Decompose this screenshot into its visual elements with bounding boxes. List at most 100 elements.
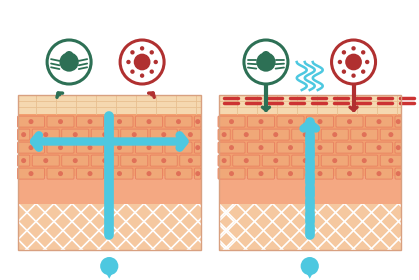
FancyBboxPatch shape	[277, 168, 304, 179]
Circle shape	[352, 46, 356, 51]
FancyBboxPatch shape	[351, 129, 378, 140]
FancyBboxPatch shape	[307, 168, 334, 179]
FancyBboxPatch shape	[395, 168, 401, 179]
Circle shape	[195, 171, 200, 176]
FancyBboxPatch shape	[62, 129, 89, 140]
FancyBboxPatch shape	[91, 129, 118, 140]
Polygon shape	[103, 267, 116, 279]
Circle shape	[117, 145, 122, 150]
Circle shape	[21, 132, 26, 137]
FancyBboxPatch shape	[18, 168, 44, 179]
Circle shape	[229, 119, 234, 124]
Circle shape	[288, 119, 293, 124]
FancyBboxPatch shape	[248, 168, 274, 179]
FancyBboxPatch shape	[262, 155, 289, 166]
Circle shape	[65, 51, 73, 60]
FancyBboxPatch shape	[292, 155, 319, 166]
FancyBboxPatch shape	[32, 129, 59, 140]
Circle shape	[132, 132, 137, 137]
FancyBboxPatch shape	[218, 142, 245, 153]
FancyBboxPatch shape	[106, 116, 133, 127]
FancyBboxPatch shape	[248, 116, 274, 127]
FancyBboxPatch shape	[32, 155, 59, 166]
FancyBboxPatch shape	[165, 168, 192, 179]
Circle shape	[342, 69, 346, 74]
Circle shape	[222, 132, 227, 137]
FancyBboxPatch shape	[47, 168, 74, 179]
FancyBboxPatch shape	[365, 116, 393, 127]
Circle shape	[396, 171, 401, 176]
Circle shape	[73, 132, 78, 137]
Circle shape	[377, 171, 382, 176]
Circle shape	[345, 54, 362, 70]
Circle shape	[331, 40, 375, 84]
FancyBboxPatch shape	[106, 168, 133, 179]
Circle shape	[88, 119, 93, 124]
Circle shape	[229, 145, 234, 150]
FancyBboxPatch shape	[77, 116, 103, 127]
FancyBboxPatch shape	[62, 155, 89, 166]
FancyBboxPatch shape	[194, 116, 201, 127]
Circle shape	[244, 40, 288, 84]
Circle shape	[153, 60, 158, 64]
Circle shape	[347, 119, 352, 124]
Circle shape	[347, 171, 352, 176]
Circle shape	[102, 158, 107, 163]
Circle shape	[347, 145, 352, 150]
Circle shape	[195, 145, 200, 150]
FancyBboxPatch shape	[18, 116, 44, 127]
Circle shape	[229, 171, 234, 176]
Circle shape	[273, 158, 278, 163]
FancyBboxPatch shape	[150, 129, 177, 140]
Circle shape	[150, 50, 154, 55]
Bar	[218, 95, 401, 114]
Circle shape	[100, 257, 118, 275]
FancyBboxPatch shape	[218, 129, 230, 140]
Bar	[18, 176, 201, 204]
Circle shape	[377, 119, 382, 124]
Bar	[218, 95, 401, 250]
FancyBboxPatch shape	[365, 142, 393, 153]
FancyBboxPatch shape	[321, 129, 348, 140]
Circle shape	[361, 50, 365, 55]
Circle shape	[388, 158, 393, 163]
FancyBboxPatch shape	[135, 116, 163, 127]
FancyBboxPatch shape	[321, 155, 348, 166]
Circle shape	[318, 119, 323, 124]
FancyBboxPatch shape	[395, 116, 401, 127]
Circle shape	[352, 73, 356, 78]
Circle shape	[43, 132, 48, 137]
FancyBboxPatch shape	[218, 155, 230, 166]
FancyBboxPatch shape	[277, 142, 304, 153]
Circle shape	[161, 158, 166, 163]
Bar	[218, 114, 401, 176]
Circle shape	[58, 119, 63, 124]
FancyBboxPatch shape	[135, 168, 163, 179]
Circle shape	[176, 171, 181, 176]
Circle shape	[396, 145, 401, 150]
FancyBboxPatch shape	[121, 129, 148, 140]
FancyBboxPatch shape	[194, 142, 201, 153]
FancyBboxPatch shape	[336, 168, 363, 179]
Circle shape	[188, 132, 193, 137]
FancyBboxPatch shape	[277, 116, 304, 127]
FancyBboxPatch shape	[307, 116, 334, 127]
Circle shape	[222, 158, 227, 163]
Bar	[218, 176, 401, 204]
Circle shape	[259, 171, 264, 176]
Circle shape	[176, 145, 181, 150]
FancyBboxPatch shape	[351, 155, 378, 166]
Bar	[18, 114, 201, 176]
FancyBboxPatch shape	[248, 142, 274, 153]
FancyBboxPatch shape	[180, 129, 201, 140]
Circle shape	[126, 60, 131, 64]
FancyBboxPatch shape	[18, 142, 44, 153]
FancyBboxPatch shape	[194, 168, 201, 179]
FancyBboxPatch shape	[47, 142, 74, 153]
Circle shape	[301, 257, 319, 275]
Circle shape	[396, 119, 401, 124]
FancyBboxPatch shape	[47, 116, 74, 127]
Circle shape	[88, 171, 93, 176]
FancyBboxPatch shape	[106, 142, 133, 153]
Circle shape	[147, 119, 152, 124]
